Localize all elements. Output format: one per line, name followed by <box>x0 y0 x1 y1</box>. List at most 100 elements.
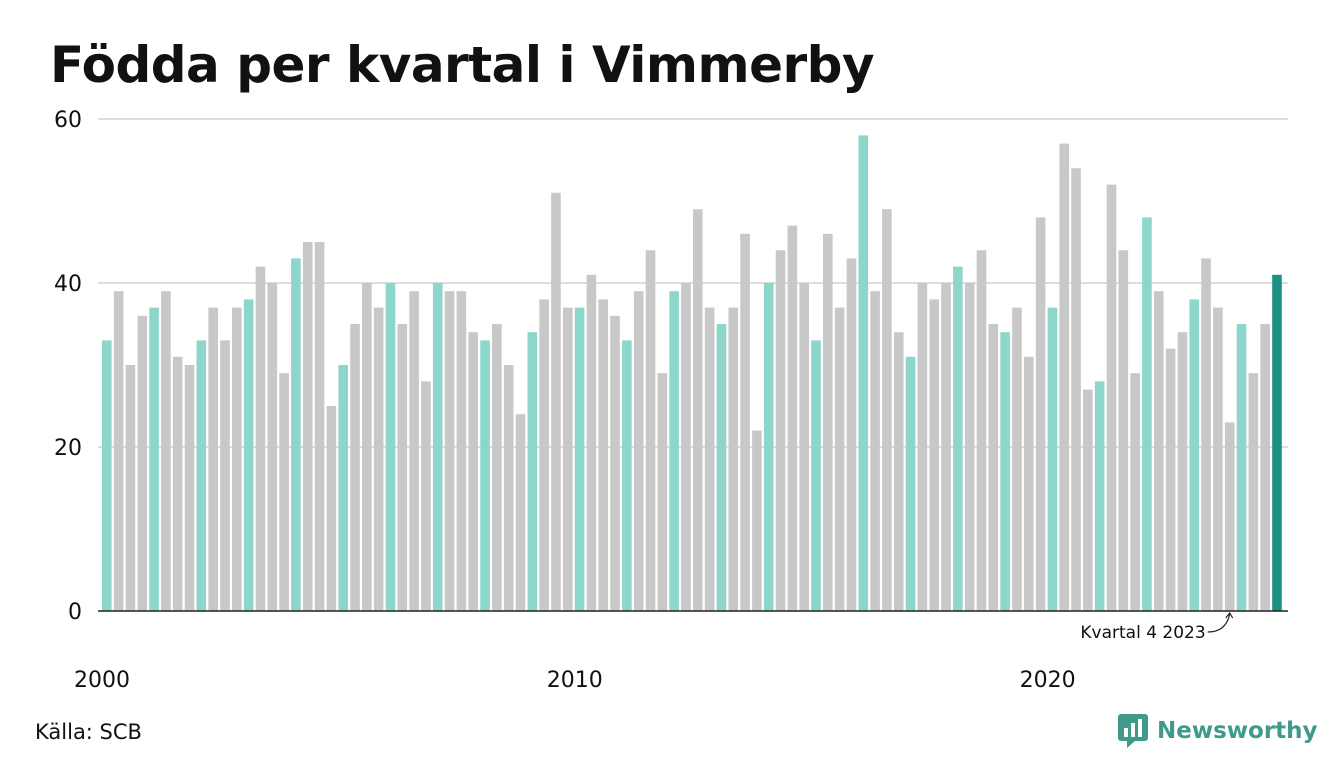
bar <box>953 266 963 611</box>
bar <box>113 291 124 611</box>
bar <box>373 307 384 611</box>
bar <box>1213 307 1223 611</box>
bar <box>834 307 845 611</box>
bar <box>846 258 857 611</box>
bar <box>740 233 750 612</box>
bar <box>622 340 632 611</box>
bar <box>586 274 597 611</box>
bar <box>1118 250 1129 611</box>
bar <box>409 291 419 611</box>
bar <box>1177 332 1188 611</box>
bar <box>456 291 467 611</box>
bar <box>385 283 396 611</box>
annotation: Kvartal 4 2023 <box>1080 611 1234 643</box>
bars <box>102 135 1282 612</box>
bar <box>492 324 502 611</box>
bar <box>1035 217 1046 611</box>
bar <box>291 258 301 611</box>
bar <box>799 283 809 611</box>
x-axis-ticks: 2000 2010 2020 <box>74 668 1076 693</box>
bar <box>882 209 892 611</box>
bar <box>362 283 372 611</box>
newsworthy-logo-icon <box>1118 714 1148 748</box>
bar <box>1083 389 1093 611</box>
bar <box>468 332 479 611</box>
bar <box>669 291 679 611</box>
bar <box>1189 299 1200 611</box>
bar <box>338 365 348 611</box>
bar <box>1201 258 1211 611</box>
source-note: Källa: SCB <box>35 720 142 744</box>
bar <box>243 299 254 611</box>
bar <box>137 315 148 611</box>
x-tick-label: 2000 <box>74 668 130 693</box>
bar <box>1023 356 1034 611</box>
bar <box>858 135 869 611</box>
brand-logo: Newsworthy <box>1118 714 1318 748</box>
bar <box>598 299 609 611</box>
bar <box>1248 373 1259 611</box>
bar <box>633 291 644 611</box>
bar <box>444 291 455 611</box>
bar <box>302 242 313 611</box>
bar <box>208 307 218 611</box>
bar <box>1236 324 1247 611</box>
bar <box>1012 307 1022 611</box>
bar <box>539 299 549 611</box>
bar <box>172 356 183 611</box>
bar <box>421 381 431 611</box>
bar <box>1094 381 1105 611</box>
bar <box>917 283 928 611</box>
bar <box>775 250 786 611</box>
bar <box>1059 143 1070 611</box>
bar <box>657 373 668 611</box>
bar <box>728 307 739 611</box>
bar <box>232 307 242 611</box>
bar <box>941 283 951 611</box>
bar <box>326 406 337 611</box>
bar <box>929 299 939 611</box>
brand-name: Newsworthy <box>1157 718 1318 744</box>
x-tick-label: 2010 <box>547 668 603 693</box>
x-tick-label: 2020 <box>1020 668 1076 693</box>
bar <box>1260 324 1270 611</box>
bar <box>1224 422 1235 611</box>
bar <box>1047 307 1058 611</box>
bar <box>1165 348 1176 611</box>
bar <box>161 291 171 611</box>
bar <box>562 307 573 611</box>
bar <box>905 356 916 611</box>
bar <box>125 365 136 611</box>
bar <box>480 340 490 611</box>
bar <box>1000 332 1010 611</box>
bar <box>314 242 325 611</box>
y-axis-ticks: 0 20 40 60 <box>54 108 82 625</box>
bar <box>279 373 289 611</box>
bar <box>503 365 514 611</box>
bar <box>811 340 821 611</box>
y-tick-label: 0 <box>68 600 82 625</box>
bar <box>1130 373 1140 611</box>
bar <box>432 283 443 611</box>
bar <box>704 307 715 611</box>
bar <box>397 324 408 611</box>
bar <box>220 340 230 611</box>
bar <box>1142 217 1152 611</box>
bar <box>787 225 798 611</box>
bar <box>610 315 620 611</box>
bar <box>551 192 561 612</box>
bar <box>255 266 266 611</box>
bar <box>976 250 987 611</box>
chart-title: Födda per kvartal i Vimmerby <box>50 36 875 94</box>
bar <box>716 324 727 611</box>
annotation-label: Kvartal 4 2023 <box>1080 623 1205 643</box>
bar <box>763 283 774 611</box>
bar <box>527 332 538 611</box>
bar <box>645 250 656 611</box>
y-tick-label: 40 <box>54 272 82 297</box>
bar <box>1106 184 1117 611</box>
bar <box>102 340 112 611</box>
bar <box>693 209 703 611</box>
y-tick-label: 60 <box>54 108 82 133</box>
